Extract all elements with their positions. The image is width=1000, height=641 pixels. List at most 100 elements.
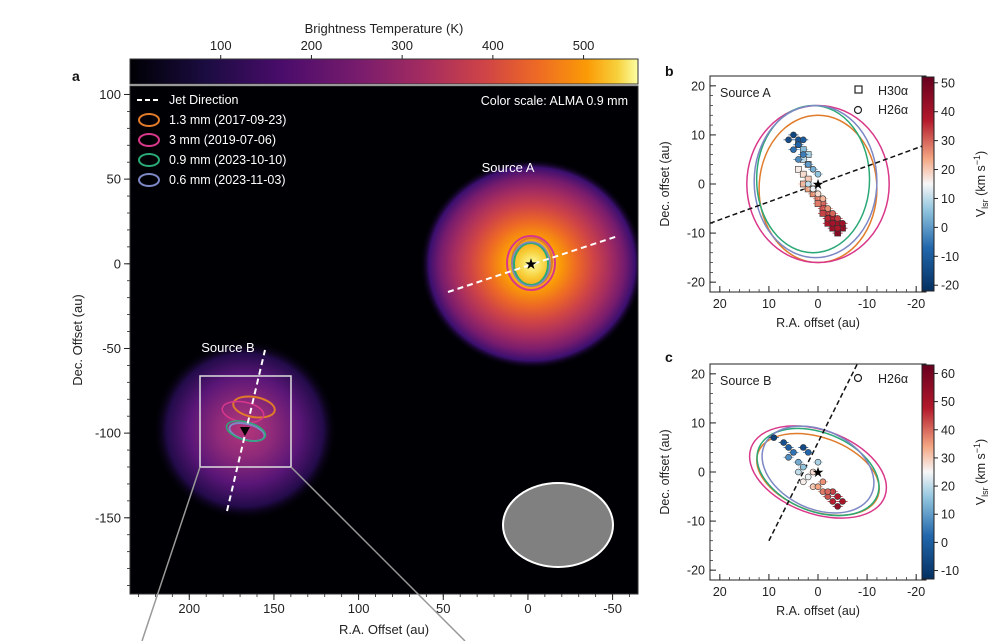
axes-b: 20 10 0 -10 -20 20 10 0 -10 -20 bbox=[687, 75, 927, 311]
y-tick-label: -20 bbox=[687, 276, 705, 290]
data-point-circle bbox=[795, 141, 802, 149]
data-point-circle bbox=[780, 439, 787, 446]
star-marker: ★ bbox=[812, 176, 825, 192]
colorbar-a-tick-label: 300 bbox=[391, 38, 413, 53]
data-point-circle bbox=[809, 468, 817, 476]
contour-ellipse bbox=[756, 427, 880, 517]
colorbar-a-tick-label: 400 bbox=[482, 38, 504, 53]
zoom-connector-left bbox=[141, 466, 201, 641]
data-point-circle bbox=[819, 195, 827, 203]
data-point-circle bbox=[804, 449, 812, 456]
colorbar-a bbox=[129, 58, 639, 85]
x-tick-label-a: 0 bbox=[524, 601, 531, 616]
y-tick-label: 10 bbox=[691, 128, 705, 142]
legend-b-h26: H26α bbox=[878, 103, 908, 117]
colorbar-tick-label: 20 bbox=[941, 163, 955, 177]
x-axis-label-c: R.A. offset (au) bbox=[776, 604, 860, 618]
y-tick-label-a: -50 bbox=[102, 341, 121, 356]
y-tick-label-a: 100 bbox=[99, 87, 121, 102]
data-point-circle bbox=[795, 156, 802, 163]
image-frame bbox=[129, 85, 639, 595]
data-point-circle bbox=[795, 458, 802, 466]
data-point-circle bbox=[824, 488, 832, 495]
legend-jet: Jet Direction bbox=[169, 93, 239, 107]
source-a-label: Source A bbox=[482, 160, 535, 175]
data-point-circle bbox=[804, 473, 812, 481]
data-point-circle bbox=[839, 219, 846, 227]
colorbar-tick-label: 30 bbox=[941, 134, 955, 148]
source-a-contours bbox=[506, 235, 556, 291]
x-tick-label: 20 bbox=[713, 297, 727, 311]
data-point-circle bbox=[834, 215, 841, 222]
contour-ellipse bbox=[753, 104, 878, 259]
data-point-circle bbox=[790, 449, 797, 456]
y-tick-label-a: -100 bbox=[95, 426, 121, 441]
y-tick-label: 20 bbox=[691, 367, 705, 381]
data-point-circle bbox=[795, 468, 802, 476]
y-axis-label-c: Dec. offset (au) bbox=[658, 429, 672, 514]
annotation-c: Source B bbox=[720, 374, 771, 388]
colorbar-tick-label: 10 bbox=[941, 508, 955, 522]
y-tick-label-a: -150 bbox=[95, 510, 121, 525]
colorbar-a-tick-label: 500 bbox=[573, 38, 595, 53]
data-point-circle bbox=[799, 444, 807, 451]
color-scale-note: Color scale: ALMA 0.9 mm bbox=[481, 94, 628, 108]
data-point-circle bbox=[834, 224, 841, 232]
data-point-circle bbox=[809, 165, 817, 173]
colorbar-b bbox=[921, 76, 935, 292]
colorbar-tick-label: 50 bbox=[941, 395, 955, 409]
axes-a: 200 150 100 50 0 -50 100 50 0 -50 -100 -150 bbox=[95, 87, 630, 616]
legend-c: H26α bbox=[853, 372, 908, 386]
source-b-zoom-box bbox=[199, 375, 292, 468]
y-tick-label: -10 bbox=[687, 515, 705, 529]
plot-b-content: ★ bbox=[709, 104, 927, 264]
y-tick-label-a: 0 bbox=[114, 256, 121, 271]
data-point-circle bbox=[804, 161, 812, 168]
x-tick-label: 0 bbox=[815, 585, 822, 599]
x-tick-label-a: -50 bbox=[603, 601, 622, 616]
data-point-circle bbox=[824, 215, 832, 222]
y-tick-label: -20 bbox=[687, 564, 705, 578]
data-point-circle bbox=[809, 185, 817, 193]
panel-a: Brightness Temperature (K) 100 200 300 400 5… bbox=[70, 21, 639, 641]
data-point-circle bbox=[799, 136, 807, 144]
y-axis-label-b: Dec. offset (au) bbox=[658, 141, 672, 226]
colorbar-tick-label: -10 bbox=[941, 250, 959, 264]
data-point-circle bbox=[799, 463, 807, 471]
colorbar-tick-label: 0 bbox=[941, 536, 948, 550]
data-point-circle bbox=[799, 151, 807, 158]
legend-b: H30α H26α bbox=[853, 84, 908, 117]
colorbar-tick-label: 20 bbox=[941, 480, 955, 494]
x-tick-label: -10 bbox=[858, 585, 876, 599]
annotation-b: Source A bbox=[720, 86, 771, 100]
x-axis-label-b: R.A. offset (au) bbox=[776, 316, 860, 330]
source-b-label: Source B bbox=[201, 340, 254, 355]
x-tick-label: -20 bbox=[907, 585, 925, 599]
data-point-circle bbox=[839, 498, 846, 505]
y-tick-label: 20 bbox=[691, 79, 705, 93]
data-point-circle bbox=[824, 205, 832, 212]
zoom-connector-right bbox=[290, 466, 466, 641]
y-axis-label-a: Dec. Offset (au) bbox=[70, 294, 85, 386]
panel-c: c ★ Source B H26α 20 10 0 -10 -20 20 10 0 -10 -20… bbox=[658, 349, 990, 618]
y-tick-label: 0 bbox=[698, 178, 705, 192]
colorbar-c-ticks: 60 50 40 30 20 10 0 -10 bbox=[934, 367, 959, 578]
colorbar-tick-label: 30 bbox=[941, 451, 955, 465]
colorbar-tick-label: -20 bbox=[941, 279, 959, 293]
x-tick-label: 20 bbox=[713, 585, 727, 599]
data-point-circle bbox=[790, 146, 797, 153]
data-point-circle bbox=[829, 219, 837, 227]
data-point-circle bbox=[770, 434, 778, 441]
y-tick-label-a: 50 bbox=[107, 172, 121, 187]
panel-label-b: b bbox=[665, 63, 674, 79]
x-tick-label: 10 bbox=[762, 585, 776, 599]
colorbar-c-label: Vlsr (km s−1) bbox=[972, 439, 990, 505]
colorbar-tick-label: -10 bbox=[941, 564, 959, 578]
colorbar-a-title: Brightness Temperature (K) bbox=[305, 21, 464, 36]
data-point-circle bbox=[799, 478, 807, 486]
colorbar-tick-label: 50 bbox=[941, 76, 955, 90]
x-axis-label-a: R.A. Offset (au) bbox=[339, 622, 429, 637]
colorbar-tick-label: 60 bbox=[941, 367, 955, 381]
x-tick-label: -20 bbox=[907, 297, 925, 311]
